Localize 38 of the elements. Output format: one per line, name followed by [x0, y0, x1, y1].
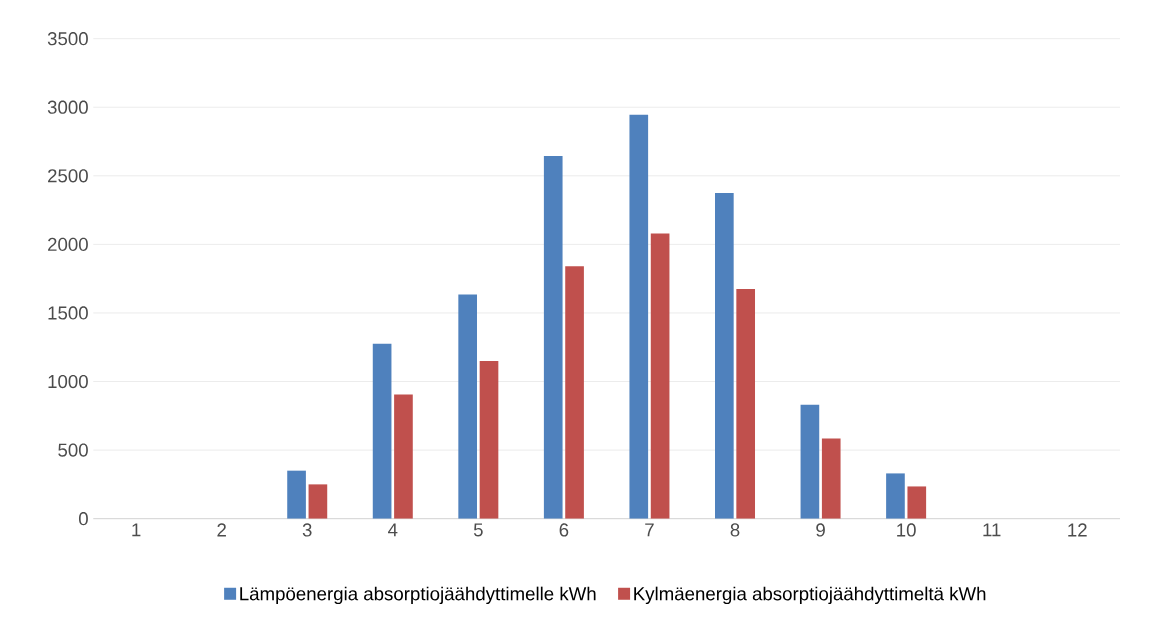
y-tick-label: 500 [58, 443, 88, 457]
bar [287, 470, 306, 519]
bar [629, 114, 649, 519]
bar [650, 233, 670, 519]
x-tick-label: 8 [730, 523, 740, 537]
x-tick-label: 11 [983, 523, 1001, 537]
bar [565, 266, 584, 519]
legend-label: Kylmäenergia absorptiojäähdyttimeltä kWh [634, 586, 986, 605]
x-tick-label: 5 [473, 523, 483, 537]
x-tick-label: 10 [897, 523, 916, 537]
x-tick-label: 9 [816, 523, 825, 537]
bar [543, 155, 563, 519]
bar [907, 486, 927, 519]
bar [458, 294, 478, 519]
bar [715, 192, 734, 519]
x-tick-label: 6 [559, 523, 569, 537]
bar [821, 438, 841, 519]
x-tick-label: 1 [132, 523, 141, 537]
x-tick-label: 7 [645, 523, 654, 537]
bar [372, 343, 392, 519]
bar [479, 360, 499, 519]
y-tick-label: 3000 [47, 100, 88, 114]
x-tick-label: 2 [217, 523, 226, 537]
y-tick-label: 1000 [48, 374, 88, 389]
y-tick-label: 1500 [48, 306, 88, 320]
legend-label: Lämpöenergia absorptiojäähdyttimelle kWh [240, 586, 596, 605]
bar [394, 394, 413, 519]
bar [308, 484, 328, 519]
bar [800, 404, 820, 519]
y-tick-label: 2000 [48, 237, 88, 251]
bar [736, 288, 756, 519]
y-tick-label: 2500 [48, 169, 88, 183]
x-tick-label: 4 [388, 523, 398, 537]
bar [886, 473, 905, 519]
x-tick-label: 3 [302, 523, 312, 537]
y-tick-label: 0 [78, 512, 88, 526]
x-tick-label: 12 [1068, 523, 1087, 537]
y-tick-label: 3500 [47, 32, 88, 46]
